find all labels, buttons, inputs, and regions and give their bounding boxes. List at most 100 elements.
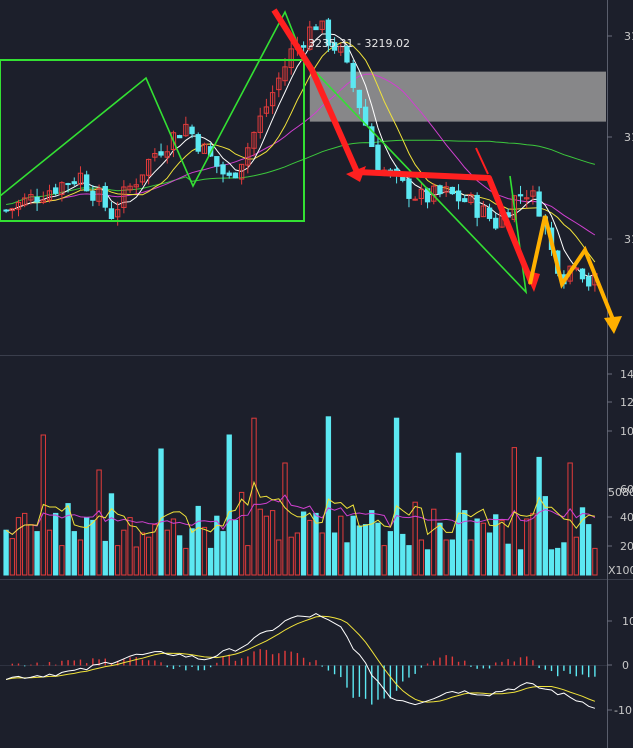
candle [325,17,332,52]
volume-bar [195,505,201,576]
candle [214,156,220,174]
volume-bar [418,539,425,576]
candle [257,107,263,139]
candle-body-up [288,48,294,69]
candle [84,170,90,192]
candle-body-up [468,194,474,204]
candle-body-up [418,188,425,199]
volume-bar [294,532,301,576]
candle [46,184,53,203]
volume-bars [3,416,598,576]
volume-bar [251,417,257,576]
volume-bar [257,508,263,576]
volume-tick-label: 120 [620,396,633,409]
volume-bar [393,417,400,576]
candle-body-up [201,143,208,154]
volume-bar [139,532,146,576]
candle-body-up [28,194,34,201]
volume-bar [77,539,84,576]
volume-bar [152,524,158,576]
volume-bar [201,526,208,576]
volume-bar [319,532,325,576]
candle [480,201,487,218]
candle [40,191,46,205]
candle [158,143,164,158]
candle-body-up [164,151,170,158]
candle [238,163,245,185]
volume-bar [375,522,381,576]
volume-bar [369,510,375,576]
candle [15,199,22,217]
candle-body-down [84,174,90,192]
candle-body-down [108,208,115,219]
volume-bar [338,515,344,576]
candle-body-up [59,182,65,195]
candle-body-down [300,45,307,48]
candle-body-up [245,147,251,166]
candle [22,193,28,208]
volume-tick-label: 20 [620,540,633,553]
candle-body-down [232,172,239,179]
volume-tick-label: 140 [620,368,633,381]
volume-bar [9,538,15,576]
macd-tick-label: 0 [622,659,629,672]
candle-body-up [480,205,487,218]
volume-panel: 140 120 100 60 40 20 5080 X100 [3,368,633,577]
candle-body-up [276,77,282,91]
candle [344,45,350,64]
candle [201,142,208,154]
volume-bar [449,539,456,576]
candle [338,43,344,56]
candle [406,173,412,208]
volume-bar [145,536,152,576]
candle-body-down [71,181,77,185]
volume-bar [331,532,338,576]
volume-bar [232,519,239,576]
candle-body-down [369,126,375,147]
volume-bar [164,529,170,576]
candle [412,196,418,201]
price-axis-ticks: 31 31 31 [607,30,633,246]
volume-bar [462,510,468,576]
candle-body-up [121,186,127,208]
candle [189,124,195,139]
candle [586,272,592,291]
volume-bar [542,496,548,576]
candle [276,72,282,98]
candle [164,145,170,164]
volume-bar [431,508,437,576]
candle [486,203,493,222]
volume-bar [493,514,499,576]
price-tick-label: 31 [624,233,633,246]
volume-bar [561,542,567,576]
volume-ma5-line [5,480,595,536]
candle [90,185,96,207]
candle-body-up [443,186,449,193]
volume-bar [424,549,431,576]
volume-bar [362,524,369,576]
candle-body-down [406,178,412,199]
candle-body-up [139,174,146,183]
volume-bar [548,549,555,576]
macd-dea-line [6,615,596,703]
candle-body-down [313,26,319,31]
price-panel: 3235.31 - 3219.02 31 31 31 [0,8,633,334]
volume-unit-label: X100 [608,564,633,577]
candle [96,184,102,206]
candle-body-up [22,197,28,206]
volume-bar [567,462,573,576]
volume-bar [3,529,9,576]
candle [517,185,524,204]
candle-body-up [9,208,15,212]
candle [232,172,239,179]
macd-lines [5,613,596,709]
candle-body-down [474,194,480,218]
candle [443,181,449,197]
volume-bar [412,501,418,576]
candle [65,182,71,193]
macd-panel: 10 0 -10 [0,613,633,717]
candle-body-down [486,207,493,219]
candle-body-down [586,276,592,287]
volume-bar [406,545,412,576]
volume-bar [220,531,226,576]
